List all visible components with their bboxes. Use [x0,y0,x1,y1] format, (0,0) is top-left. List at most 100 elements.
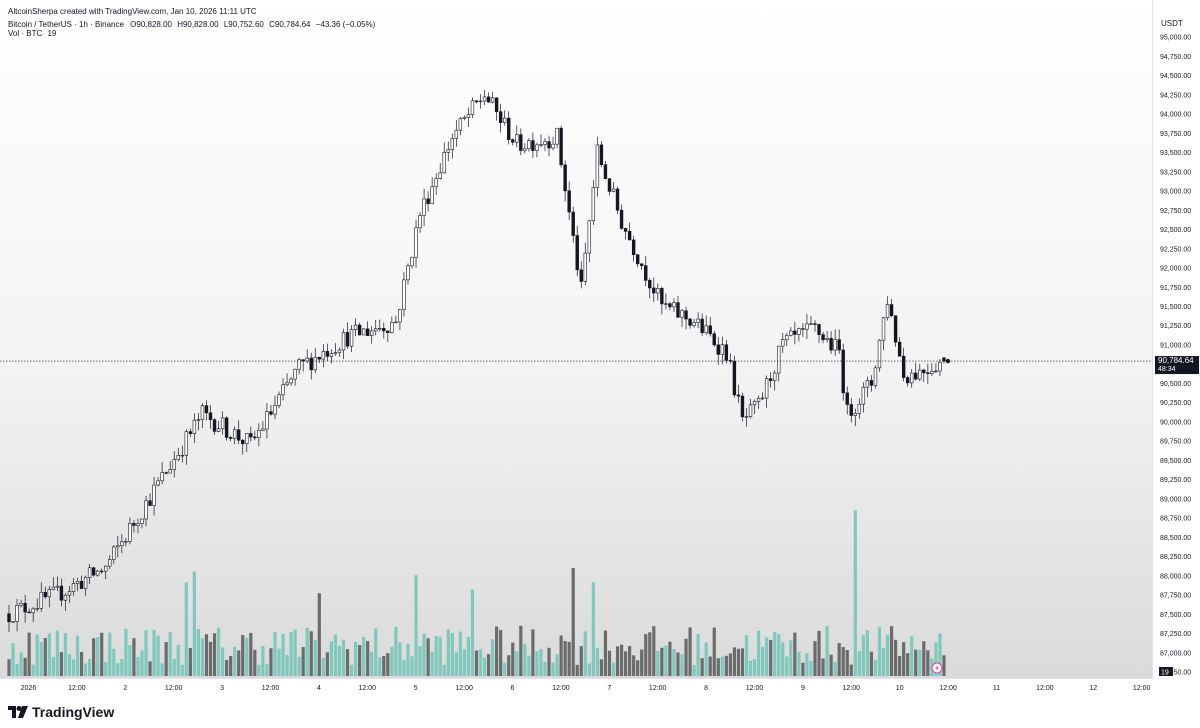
candle [382,322,386,339]
volume-bar [410,656,414,676]
volume-bar [478,649,483,676]
candle-body [192,419,197,434]
candle [853,408,858,427]
volume-bar [317,593,321,676]
time-tick-label: 12:00 [1133,685,1151,692]
volume-bar [309,631,313,676]
candle [849,398,853,423]
lightning-icon[interactable] [931,662,943,674]
volume-bar [216,627,221,676]
volume-bar [652,626,656,676]
candle [531,132,535,158]
time-tick-label: 12:00 [165,685,183,692]
candle-body [333,352,338,354]
time-tick-label: 7 [607,685,611,692]
time-axis[interactable]: 2026 12:00 2 12:00 3 12:00 4 12:00 5 12:00 6 12:00 7… [0,678,1152,695]
candle-body [15,604,19,622]
volume-bar [67,654,72,676]
price-scale[interactable]: USDT 86,750.00 87,000.00 87,250.00 87,500.0… [1153,0,1200,678]
time-tick-label: 9 [801,685,805,692]
candle [378,319,382,332]
volume-bar [450,633,454,676]
volume-bar [873,659,878,676]
candle-body [611,188,616,192]
candle-body [63,594,68,601]
candle [39,582,43,612]
volume-bar [918,649,922,676]
volume-bar [583,631,587,676]
volume-bar [809,660,813,676]
price-tick-label: 88,750.00 [1160,516,1191,523]
candle-body [265,411,269,430]
candle-body [627,231,632,241]
price-tick-label: 87,250.00 [1160,631,1191,638]
volume-bar [257,664,261,676]
volume-bar [942,655,946,676]
candle [184,429,189,465]
candle-body [591,187,596,222]
candle-body [19,603,23,606]
volume-bar [825,626,829,676]
price-axis[interactable]: USDT 86,750.00 87,000.00 87,250.00 87,500.0… [1152,0,1200,678]
tradingview-logo[interactable]: TradingView [8,704,114,720]
symbol-title[interactable]: Bitcoin / TetherUS · 1h · Binance [8,20,124,29]
candle [579,261,583,289]
volume-bar [7,659,11,676]
candle-body [321,351,326,360]
candle-body [144,500,148,520]
volume-bar [688,627,692,676]
candle [881,317,886,350]
candle [720,336,725,365]
time-tick-label: 12:00 [843,685,861,692]
volume-bar [789,640,793,676]
candle [656,283,660,301]
candle-body [777,345,781,374]
candle [212,418,217,435]
candle [789,327,793,337]
volume-bar [708,656,712,676]
volume-bar [333,634,338,676]
price-tick-label: 89,750.00 [1160,439,1191,446]
price-tick-label: 93,500.00 [1160,150,1191,157]
volume-bar [470,589,475,676]
volume-bar [857,651,861,676]
candle-body [519,134,523,151]
volume-bar [378,657,382,676]
candle [329,349,334,364]
candle-body [744,416,749,418]
candle [680,308,684,328]
volume-bar [160,663,164,676]
candle-body [688,318,692,326]
chart-area[interactable] [0,0,1152,678]
volume-bar [603,630,608,676]
candle-body [942,357,946,362]
candle-body [128,523,132,542]
candle [535,142,539,158]
volume-bar [499,629,503,676]
volume-bar [39,642,43,676]
candle [422,188,426,227]
candle [772,370,777,391]
candle [905,375,910,387]
time-tick-label: 12:00 [939,685,957,692]
candle [241,439,245,455]
volume-bar [55,630,59,676]
candle [732,355,737,398]
candle-body [398,309,402,323]
volume-label[interactable]: Vol · BTC [8,29,43,38]
candlestick-chart[interactable] [0,0,1152,678]
time-tick-label: 12:00 [649,685,667,692]
candle-body [523,148,527,151]
candle-body [51,586,56,590]
candle-body [365,328,370,336]
volume-bar [394,626,398,676]
candle-body [785,335,789,340]
candle-body [539,144,543,146]
time-scale[interactable]: 2026 12:00 2 12:00 3 12:00 4 12:00 5 12:00 6 12:00 7… [0,679,1152,695]
price-tick-label: 93,250.00 [1160,169,1191,176]
candle-body [793,330,797,335]
volume-bars [7,510,946,676]
candle [490,91,495,104]
volume-bar [35,634,39,676]
candle-body [406,265,410,281]
